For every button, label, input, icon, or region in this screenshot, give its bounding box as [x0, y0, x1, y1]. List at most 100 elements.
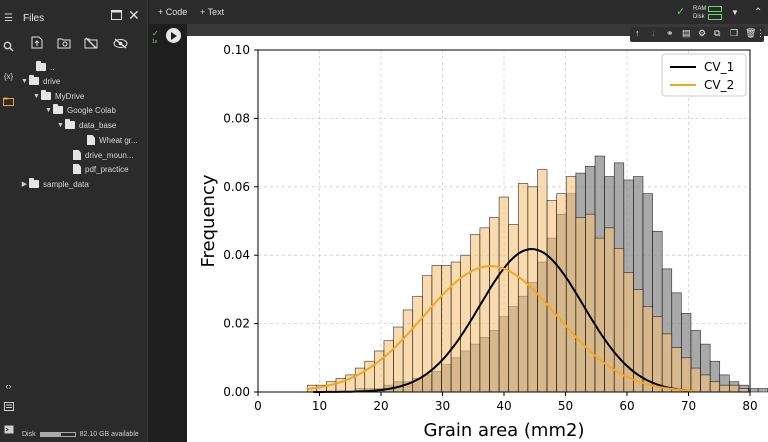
histogram-bar-cv-2 — [517, 183, 529, 393]
tree-item-parent[interactable]: .. — [27, 60, 54, 74]
histogram-bar-cv-2 — [402, 309, 414, 393]
settings-gear-icon[interactable]: ⚙ — [698, 28, 707, 38]
file-icon — [73, 164, 81, 174]
x-tick-label: 70 — [681, 399, 696, 413]
tree-item-wheat-file[interactable]: Wheat gr... — [87, 133, 138, 147]
disk-meter — [708, 14, 722, 20]
histogram-bar-cv-2 — [498, 196, 509, 393]
histogram-bar-cv-2 — [546, 200, 557, 393]
tree-item-data-base[interactable]: ▼ data_base — [56, 118, 116, 132]
histogram-bar-cv-2 — [661, 333, 673, 393]
move-down-icon[interactable]: ↓ — [651, 28, 656, 38]
tree-item-mydrive[interactable]: ▼ MyDrive — [32, 89, 84, 103]
histogram-bar-cv-2 — [441, 265, 452, 393]
tree-item-drive-mount[interactable]: drive_moun... — [73, 148, 133, 162]
left-icon-rail: ☰ {x} ‹› — [0, 0, 17, 442]
runtime-dropdown-icon[interactable]: ▼ — [731, 8, 739, 17]
disk-label: Disk — [693, 14, 705, 20]
tree-item-sample-data[interactable]: ▶ sample_data — [20, 177, 89, 191]
files-folder-icon[interactable] — [2, 97, 15, 110]
histogram-chart: 0 10 20 30 40 50 60 70 80 0.00 0.02 0.04 0.06 0.08 0.1… — [198, 43, 768, 441]
close-icon[interactable]: ✕ — [128, 7, 140, 23]
histogram-bar-cv-2 — [489, 217, 500, 393]
chevron-down-icon[interactable]: ▼ — [33, 92, 40, 100]
ram-meter — [708, 6, 722, 12]
tree-item-label: sample_data — [43, 179, 89, 189]
files-panel: Files ✕ .. ▼ drive ▼ MyDrive ▼ — [17, 0, 148, 442]
folder-icon — [29, 75, 39, 85]
y-tick-label: 0.06 — [223, 180, 250, 194]
histogram-bar-cv-2 — [681, 357, 692, 393]
histogram-bar-cv-2 — [479, 227, 490, 393]
link-icon[interactable]: ⚭ — [666, 28, 674, 38]
tree-item-label: MyDrive — [55, 91, 85, 101]
x-axis-label: Grain area (mm2) — [424, 420, 585, 441]
histogram-bar-cv-2 — [431, 265, 442, 393]
refresh-folder-icon[interactable] — [57, 36, 71, 50]
x-tick-label: 60 — [619, 399, 634, 413]
chevron-down-icon[interactable]: ▼ — [57, 121, 64, 129]
chevron-down-icon[interactable]: ▼ — [21, 77, 28, 85]
add-text-button[interactable]: + Text — [200, 7, 225, 17]
histogram-bar-cv-2 — [652, 316, 663, 393]
command-palette-icon[interactable] — [2, 402, 15, 415]
folder-icon — [29, 178, 39, 188]
open-in-tab-icon[interactable] — [111, 10, 122, 23]
x-tick-label: 0 — [254, 399, 262, 413]
chevron-right-icon[interactable]: ▶ — [21, 181, 28, 188]
mount-drive-icon[interactable] — [84, 36, 98, 50]
file-icon — [87, 135, 95, 145]
histogram-bar-cv-2 — [690, 367, 701, 393]
hide-files-icon[interactable] — [113, 36, 128, 50]
comment-icon[interactable]: ▤ — [682, 28, 691, 38]
ram-disk-indicator[interactable]: ✓ RAM Disk — [676, 3, 726, 21]
variables-icon[interactable]: {x} — [3, 72, 14, 81]
histogram-bar-cv-2 — [585, 213, 596, 393]
histogram-bar-cv-2 — [709, 381, 721, 393]
disk-usage-fill — [40, 433, 62, 436]
y-tick-label: 0.02 — [223, 317, 250, 331]
toc-icon[interactable]: ☰ — [4, 13, 13, 24]
histogram-bar-cv-2 — [556, 193, 567, 393]
upload-file-icon[interactable] — [31, 36, 45, 50]
disk-label: Disk — [22, 431, 36, 438]
ram-label: RAM — [693, 6, 707, 12]
histogram-bar-cv-2 — [383, 340, 394, 393]
histogram-bar-cv-2 — [537, 169, 548, 393]
tree-item-label: Wheat gr... — [99, 135, 138, 145]
tree-item-drive[interactable]: ▼ drive — [20, 74, 60, 88]
add-code-button[interactable]: + Code — [158, 7, 188, 17]
delete-icon[interactable]: 🗑 — [745, 28, 757, 38]
move-up-icon[interactable]: ↑ — [635, 28, 640, 38]
chevron-down-icon[interactable]: ▼ — [45, 106, 52, 114]
histogram-bar-cv-2 — [508, 224, 519, 393]
tree-item-google-colab[interactable]: ▼ Google Colab — [44, 103, 116, 117]
y-tick-label: 0.08 — [223, 111, 250, 125]
histogram-bar-cv-2 — [594, 237, 605, 393]
run-cell-button[interactable] — [166, 28, 181, 43]
histogram-bar-cv-2 — [623, 272, 634, 393]
more-options-icon[interactable]: ⋮ — [756, 28, 765, 38]
search-icon[interactable] — [2, 41, 15, 54]
y-axis-label: Frequency — [198, 174, 219, 267]
tree-item-pdf-practice[interactable]: pdf_practice — [73, 162, 129, 176]
terminal-icon[interactable] — [2, 425, 15, 438]
tree-item-label: drive — [43, 76, 61, 86]
code-snippets-icon[interactable]: ‹› — [5, 381, 12, 391]
x-tick-label: 80 — [742, 399, 757, 413]
y-tick-label: 0.00 — [223, 385, 250, 399]
histogram-bar-cv-2 — [671, 347, 682, 393]
collapse-header-icon[interactable]: ⌃ — [754, 7, 763, 18]
cell-exec-time: 1s — [152, 39, 158, 45]
cell-success-check-icon: ✓ — [152, 29, 159, 38]
disk-usage-bar — [39, 432, 76, 437]
file-icon — [73, 150, 81, 160]
tree-item-label: .. — [50, 62, 55, 72]
density-curve-cv-2 — [307, 265, 695, 392]
mirror-cell-icon[interactable]: ⧉ — [714, 28, 721, 38]
disk-available-text: 82.10 GB available — [79, 431, 139, 438]
notebook-toolbar: + Code + Text — [149, 0, 768, 24]
copy-icon[interactable]: ❐ — [730, 28, 739, 38]
x-tick-label: 30 — [435, 399, 450, 413]
